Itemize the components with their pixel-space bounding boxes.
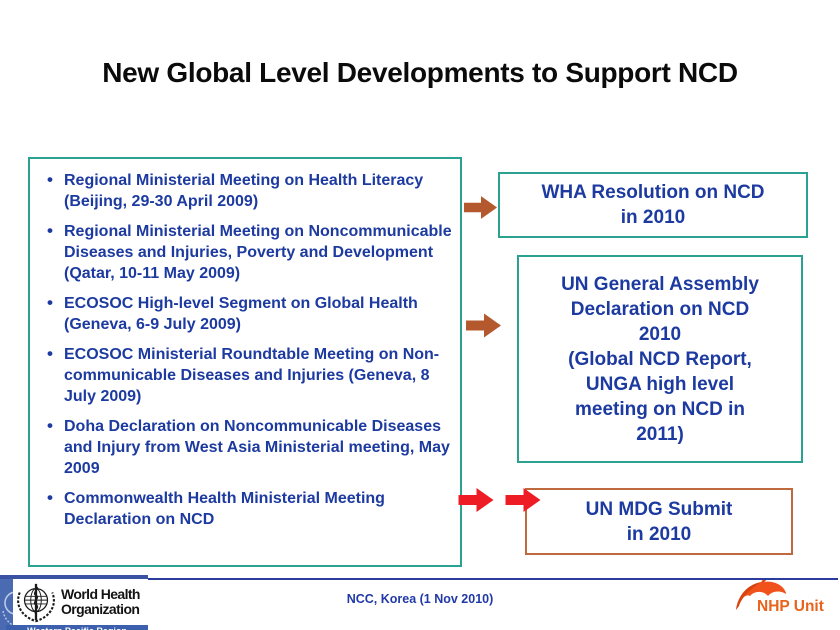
event-item-doha: Doha Declaration on Noncommunicable Dise… <box>40 415 456 479</box>
event-item-beijing: Regional Ministerial Meeting on Health L… <box>40 169 456 212</box>
page-title: New Global Level Developments to Support… <box>102 57 738 88</box>
who-wordmark-line2: Organization <box>61 601 140 617</box>
event-item-ecosoc-roundtable: ECOSOC Ministerial Roundtable Meeting on… <box>40 343 456 407</box>
who-region-bar: Western Pacific Region <box>6 625 148 630</box>
event-item-commonwealth: Commonwealth Health Ministerial Meeting … <box>40 487 456 530</box>
wha-resolution-text: WHA Resolution on NCD in 2010 <box>541 182 765 228</box>
arrow-right-icon <box>466 311 502 340</box>
who-emblem-icon <box>14 581 58 625</box>
who-logo: World Health Organization Western Pacifi… <box>0 575 148 630</box>
un-general-assembly-text: UN General Assembly Declaration on NCD 2… <box>561 273 759 445</box>
event-item-qatar: Regional Ministerial Meeting on Noncommu… <box>40 220 456 284</box>
footer-divider <box>146 578 838 580</box>
nhp-unit-label: NHP Unit <box>757 598 824 615</box>
un-mdg-text: UN MDG Submit in 2010 <box>585 498 733 545</box>
arrow-right-icon <box>455 486 498 514</box>
slide-credit: NCC, Korea (1 Nov 2010) <box>346 592 494 606</box>
wha-resolution-box: WHA Resolution on NCD in 2010 <box>498 172 808 238</box>
who-wordmark: World Health Organization <box>61 587 140 617</box>
arrow-right-icon <box>464 194 498 221</box>
arrow-right-icon <box>502 486 545 514</box>
umbrella-icon <box>735 578 787 612</box>
event-item-ecosoc-segment: ECOSOC High-level Segment on Global Heal… <box>40 292 456 335</box>
who-wordmark-line1: World Health <box>61 586 140 602</box>
un-mdg-box: UN MDG Submit in 2010 <box>525 488 793 555</box>
who-strip-emblem-icon <box>0 579 13 630</box>
un-general-assembly-box: UN General Assembly Declaration on NCD 2… <box>517 255 803 463</box>
events-list: Regional Ministerial Meeting on Health L… <box>30 159 460 530</box>
events-box: Regional Ministerial Meeting on Health L… <box>28 157 462 567</box>
